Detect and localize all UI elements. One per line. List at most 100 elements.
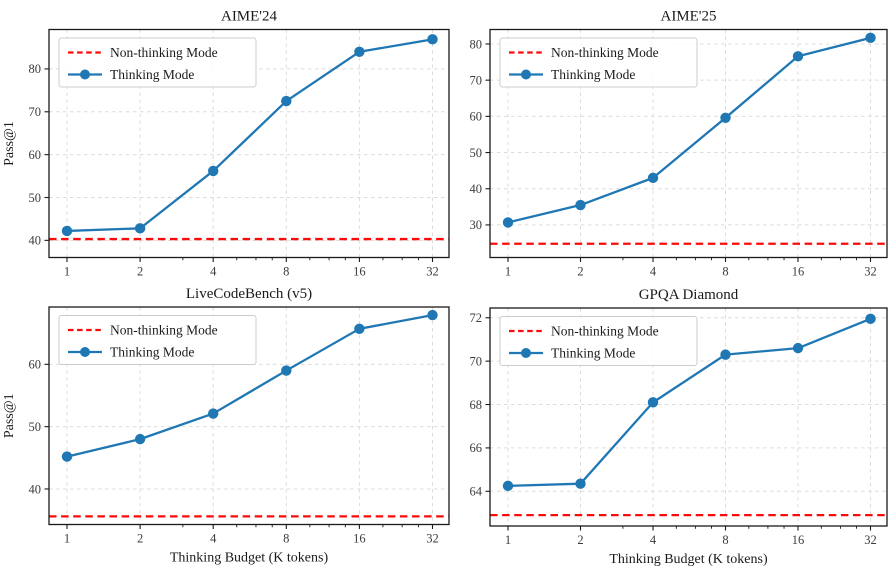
- x-tick-label: 16: [792, 265, 805, 279]
- plot-frame: [48, 28, 450, 259]
- x-tick-label: 1: [64, 532, 70, 546]
- x-tick-label: 32: [864, 265, 877, 279]
- data-point: [427, 34, 438, 45]
- y-tick-label: 60: [29, 148, 42, 162]
- x-axis-label: Thinking Budget (K tokens): [609, 552, 768, 567]
- data-point: [575, 478, 586, 489]
- y-axis-label: Pass@1: [2, 393, 17, 438]
- data-point: [502, 480, 514, 492]
- data-point: [720, 112, 731, 124]
- legend-box: [499, 316, 698, 366]
- data-point: [354, 46, 365, 57]
- y-tick-label: 72: [470, 311, 483, 325]
- plot-frame: [489, 307, 888, 527]
- data-point: [720, 349, 731, 360]
- data-point: [134, 433, 146, 445]
- x-tick-label: 8: [722, 533, 728, 547]
- x-tick-label: 1: [505, 265, 511, 279]
- legend-label-non-thinking: Non-thinking Mode: [110, 323, 218, 338]
- y-tick-label: 50: [29, 420, 42, 434]
- legend-label-non-thinking: Non-thinking Mode: [110, 45, 218, 60]
- chart-title: AIME'24: [221, 9, 278, 25]
- legend-label-thinking: Thinking Mode: [551, 67, 635, 82]
- chart-title: AIME'25: [660, 9, 716, 25]
- thinking-line: [66, 38, 433, 233]
- legend-marker-icon: [80, 69, 90, 80]
- y-tick-label: 60: [470, 110, 483, 124]
- data-point: [61, 451, 73, 462]
- data-point: [502, 217, 514, 228]
- thinking-line: [507, 36, 871, 224]
- x-tick-label: 16: [353, 532, 366, 546]
- x-tick-label: 32: [864, 533, 877, 547]
- y-tick-label: 40: [29, 482, 42, 496]
- legend: Non-thinking Mode Thinking Mode: [58, 37, 257, 88]
- legend: Non-thinking Mode Thinking Mode: [58, 315, 257, 365]
- y-tick-label: 68: [470, 398, 483, 412]
- y-tick-label: 50: [29, 191, 42, 205]
- data-point: [865, 313, 876, 325]
- chart-title: GPQA Diamond: [639, 287, 739, 303]
- x-tick-label: 2: [577, 265, 583, 279]
- x-tick-label: 4: [650, 533, 657, 547]
- data-point: [354, 323, 365, 335]
- data-point: [427, 309, 438, 321]
- chart-livecodebench-v5: 1 2 4 8 16 32 40 50 60 LiveCodeBench (v5) Thinking…: [2, 286, 450, 566]
- legend-label-non-thinking: Non-thinking Mode: [551, 45, 659, 60]
- legend-box: [58, 37, 257, 88]
- data-point: [61, 225, 73, 237]
- chart-title: LiveCodeBench (v5): [186, 286, 312, 302]
- x-tick-label: 1: [505, 533, 511, 547]
- legend: Non-thinking Mode Thinking Mode: [499, 316, 698, 366]
- legend-label-thinking: Thinking Mode: [551, 346, 635, 361]
- x-tick-label: 8: [283, 532, 289, 546]
- x-tick-label: 2: [137, 265, 143, 279]
- data-point: [134, 223, 146, 234]
- plot-frame: [489, 28, 888, 259]
- y-tick-label: 30: [470, 218, 483, 232]
- y-tick-label: 70: [470, 354, 483, 368]
- x-tick-label: 32: [426, 265, 439, 279]
- x-tick-label: 32: [426, 532, 439, 546]
- x-tick-label: 8: [722, 265, 728, 279]
- legend-marker-icon: [521, 69, 531, 80]
- data-point: [281, 95, 292, 107]
- y-tick-label: 40: [29, 234, 42, 248]
- data-point: [792, 51, 804, 62]
- y-tick-label: 66: [470, 441, 483, 455]
- legend-label-thinking: Thinking Mode: [110, 67, 194, 82]
- legend: Non-thinking Mode Thinking Mode: [499, 37, 698, 88]
- x-tick-label: 16: [353, 265, 366, 279]
- chart-aime-24: 1 2 4 8 16 32 40 50 60 70 80 AIME'24 Pass@1 Non-think…: [2, 9, 450, 279]
- data-point: [208, 408, 219, 419]
- thinking-line: [507, 317, 871, 488]
- x-tick-label: 2: [577, 533, 583, 547]
- y-tick-label: 80: [29, 62, 42, 76]
- legend-box: [499, 37, 698, 88]
- chart-gpqa-diamond: 1 2 4 8 16 32 64 66 68 70 72 GPQA Diamond Thinking B…: [470, 287, 888, 567]
- data-point: [647, 172, 659, 184]
- x-tick-label: 8: [283, 265, 289, 279]
- y-tick-label: 50: [470, 146, 483, 160]
- plot-frame: [48, 306, 450, 526]
- x-tick-label: 4: [650, 265, 657, 279]
- y-tick-label: 64: [470, 485, 483, 499]
- data-point: [281, 365, 292, 376]
- y-tick-label: 70: [470, 73, 483, 87]
- x-tick-label: 16: [792, 533, 805, 547]
- thinking-line: [66, 313, 433, 458]
- data-point: [575, 199, 586, 211]
- legend-label-non-thinking: Non-thinking Mode: [551, 324, 659, 339]
- data-point: [208, 165, 219, 177]
- x-tick-label: 2: [137, 532, 143, 546]
- x-tick-label: 1: [64, 265, 70, 279]
- x-axis-label: Thinking Budget (K tokens): [170, 551, 329, 566]
- legend-marker-icon: [80, 347, 90, 357]
- data-point: [647, 397, 659, 408]
- legend-box: [58, 315, 257, 365]
- y-axis-label: Pass@1: [2, 121, 17, 166]
- y-tick-label: 70: [29, 105, 42, 119]
- chart-aime-25: 1 2 4 8 16 32 30 40 50 60 70 80 AIME'25 Non-thinking …: [470, 9, 888, 279]
- x-tick-label: 4: [210, 532, 217, 546]
